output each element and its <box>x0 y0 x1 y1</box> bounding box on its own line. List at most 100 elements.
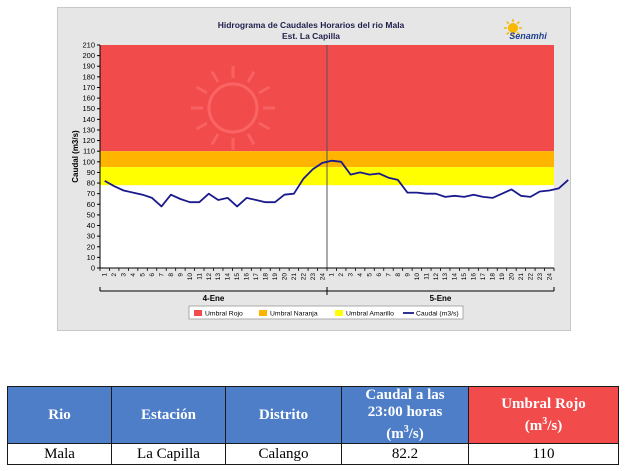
x-tick-label: 6 <box>149 273 156 277</box>
x-tick-label: 19 <box>272 273 279 281</box>
x-tick-label: 15 <box>461 273 468 281</box>
x-tick-label: 20 <box>281 273 288 281</box>
x-tick-label: 8 <box>395 273 402 277</box>
x-tick-label: 22 <box>300 273 307 281</box>
y-tick-label: 0 <box>91 264 95 273</box>
legend-label-2: Umbral Amarillo <box>346 311 394 318</box>
x-tick-label: 21 <box>518 273 525 281</box>
x-tick-label: 23 <box>310 273 317 281</box>
x-tick-label: 17 <box>480 273 487 281</box>
watermark-sun-icon <box>207 82 259 134</box>
watermark-sun-ray <box>258 121 271 131</box>
x-tick-label: 18 <box>263 273 270 281</box>
y-axis-label: Caudal (m3/s) <box>71 130 80 183</box>
y-tick-label: 70 <box>87 189 95 198</box>
table-header-row: Rio Estación Distrito Caudal a las 23:00… <box>7 386 619 444</box>
x-tick-label: 1 <box>329 273 336 277</box>
legend-box <box>188 305 464 320</box>
x-tick-label: 4 <box>357 273 364 277</box>
logo-sun-icon <box>508 23 518 33</box>
x-tick-label: 7 <box>158 273 165 277</box>
x-tick-label: 9 <box>177 273 184 277</box>
x-tick-label: 11 <box>196 273 203 280</box>
y-tick-label: 90 <box>87 168 95 177</box>
x-tick-label: 21 <box>291 273 298 281</box>
y-tick-label: 60 <box>87 200 95 209</box>
x-tick-label: 4 <box>130 273 137 277</box>
series-line-0 <box>104 159 569 208</box>
x-tick-label: 3 <box>121 273 128 277</box>
x-tick-label: 16 <box>471 273 478 281</box>
watermark-sun-ray <box>246 70 256 83</box>
x-tick-label: 13 <box>215 273 222 281</box>
x-tick-label: 6 <box>376 273 383 277</box>
y-tick-label: 120 <box>82 136 95 145</box>
x-tick-label: 2 <box>111 273 118 277</box>
y-tick-label: 200 <box>82 51 95 60</box>
x-tick-label: 15 <box>234 273 241 281</box>
y-tick-label: 80 <box>87 179 95 188</box>
y-tick-label: 10 <box>87 253 95 262</box>
cell-caudal: 82.2 <box>341 443 469 465</box>
watermark-sun-ray <box>195 85 208 95</box>
legend-swatch-1 <box>259 310 267 316</box>
x-tick-label: 18 <box>490 273 497 281</box>
x-tick-label: 3 <box>348 273 355 277</box>
chart-title: Hidrograma de Caudales Horarios del rio … <box>218 20 405 30</box>
y-tick-label: 140 <box>82 115 95 124</box>
header-caudal-unit-end: /s) <box>408 426 424 442</box>
x-tick-label: 17 <box>253 273 260 281</box>
header-umbral-rojo: Umbral Rojo (m3/s) <box>468 386 619 444</box>
header-caudal-line1: Caudal a las <box>365 387 445 403</box>
day-label-1: 5-Ene <box>430 294 452 303</box>
x-tick-label: 24 <box>319 273 326 281</box>
header-caudal-unit: (m <box>386 426 404 442</box>
header-rio: Rio <box>7 386 112 444</box>
x-tick-label: 23 <box>537 273 544 281</box>
legend-label-1: Umbral Naranja <box>270 311 318 318</box>
header-estacion: Estación <box>111 386 226 444</box>
header-umbral-unit-sup: 3 <box>542 415 548 427</box>
y-tick-label: 110 <box>83 147 95 156</box>
header-caudal-line2: 23:00 horas <box>367 404 443 420</box>
x-tick-label: 20 <box>508 273 515 281</box>
y-tick-label: 40 <box>87 221 95 230</box>
chart-frame: 0 10 20 30 40 50 60 70 80 90 100 110 120 130 140 150 160… <box>57 7 571 331</box>
cell-umbral: 110 <box>468 443 619 465</box>
cell-estacion: La Capilla <box>111 443 226 465</box>
x-tick-label: 5 <box>140 273 147 277</box>
x-tick-label: 10 <box>187 273 194 281</box>
logo-sun-ray <box>506 31 510 35</box>
watermark-sun-ray <box>258 85 271 95</box>
hydrograph-chart: 0102030405060708090100110120130140150160… <box>71 19 569 320</box>
y-tick-label: 150 <box>82 104 95 113</box>
watermark-sun-ray <box>195 121 208 131</box>
y-tick-label: 170 <box>82 83 95 92</box>
legend-swatch-0 <box>194 310 202 316</box>
watermark-sun-ray <box>210 133 220 146</box>
watermark-sun-ray <box>210 70 220 83</box>
y-tick-label: 20 <box>87 242 95 251</box>
x-tick-label: 5 <box>367 273 374 277</box>
y-tick-label: 50 <box>87 210 95 219</box>
x-tick-label: 2 <box>338 273 345 277</box>
x-tick-label: 11 <box>423 273 430 280</box>
table-row: Mala La Capilla Calango 82.2 110 <box>7 443 619 465</box>
x-tick-label: 10 <box>414 273 421 281</box>
header-caudal: Caudal a las 23:00 horas (m3/s) <box>341 386 469 444</box>
y-tick-label: 160 <box>82 94 95 103</box>
x-tick-label: 12 <box>206 273 213 281</box>
logo-sun-ray <box>506 21 510 25</box>
logo-sun-ray <box>516 21 520 25</box>
x-tick-label: 14 <box>452 273 459 281</box>
legend-label-3: Caudal (m3/s) <box>416 311 459 318</box>
y-tick-label: 190 <box>82 62 95 71</box>
x-tick-label: 19 <box>499 273 506 281</box>
y-tick-label: 100 <box>82 157 95 166</box>
x-tick-label: 24 <box>546 273 553 281</box>
x-tick-label: 8 <box>168 273 175 277</box>
day-label-0: 4-Ene <box>203 294 225 303</box>
x-tick-label: 12 <box>433 273 440 281</box>
logo-text: Senamhi <box>509 31 547 41</box>
y-tick-label: 210 <box>82 41 95 50</box>
